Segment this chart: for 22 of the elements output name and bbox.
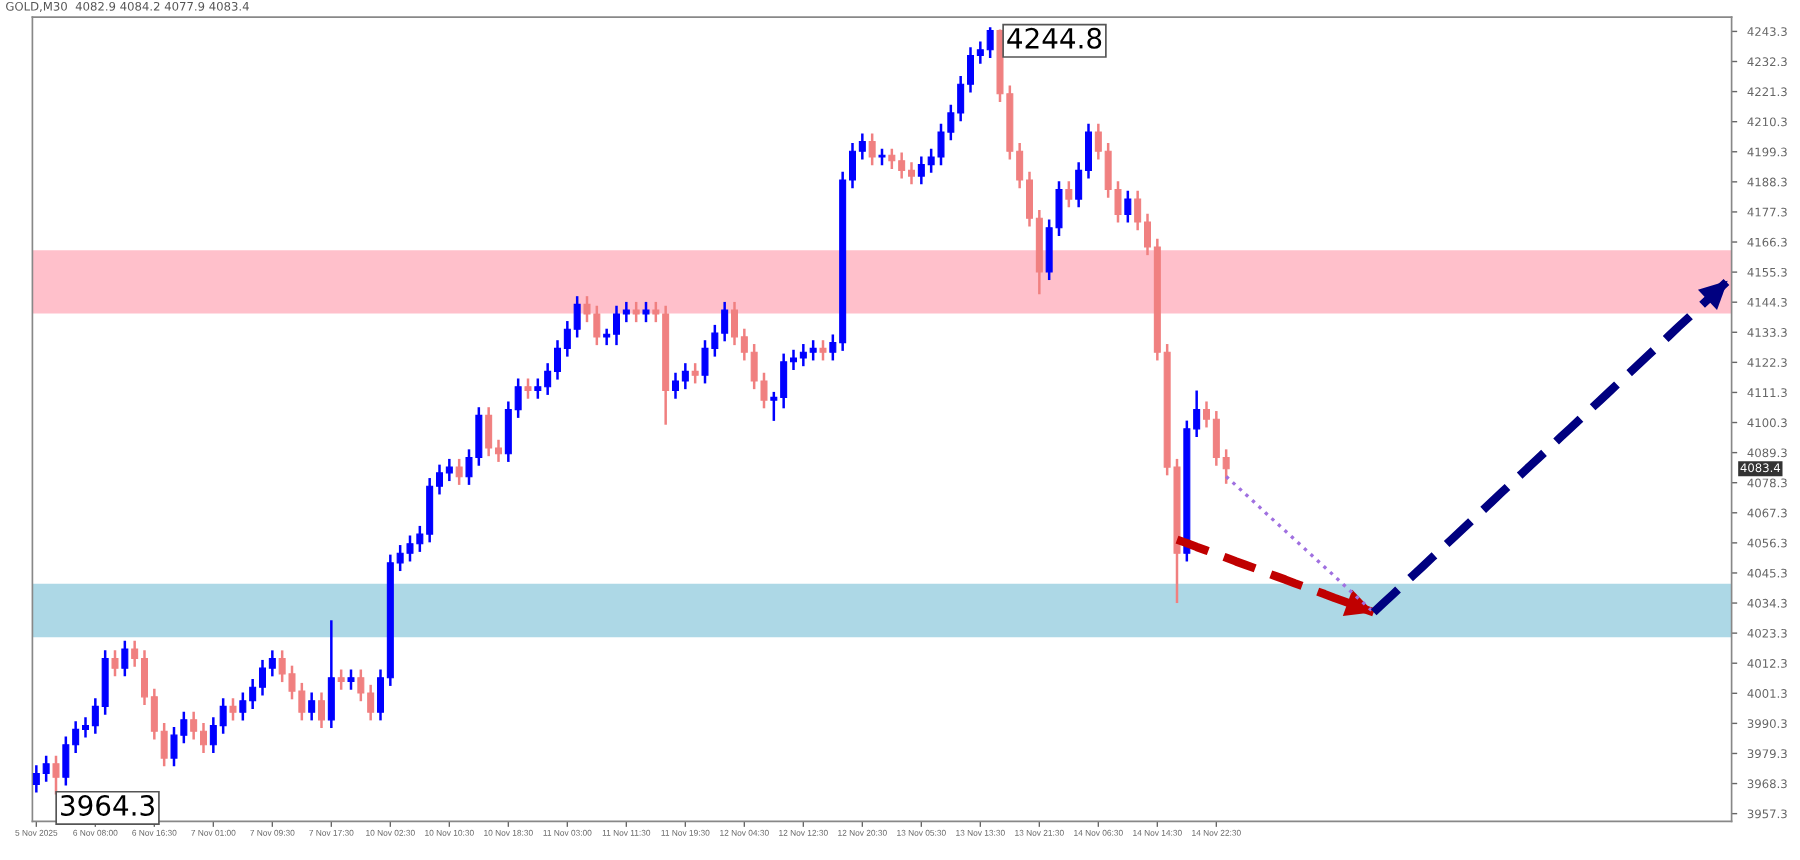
candlestick (308, 691, 316, 722)
candlestick (524, 377, 532, 400)
candlestick (819, 338, 827, 362)
candlestick (317, 691, 326, 730)
candlestick (632, 300, 640, 324)
candlestick (337, 668, 345, 691)
candlestick (121, 639, 129, 678)
candlestick (52, 754, 60, 796)
candlestick (455, 457, 463, 487)
candlestick (327, 619, 335, 730)
candlestick (642, 300, 650, 324)
annotation: 4244.8 (1007, 27, 1102, 49)
candlestick (1065, 180, 1073, 209)
candlestick (1124, 189, 1132, 224)
candlestick (347, 668, 355, 691)
line-series (1172, 535, 1378, 617)
candlestick (868, 132, 876, 167)
candlestick (229, 696, 237, 722)
candlestick (111, 649, 119, 678)
annotation: 3964.3 (61, 794, 154, 816)
candlestick (691, 361, 699, 385)
line-series (1224, 474, 1376, 615)
